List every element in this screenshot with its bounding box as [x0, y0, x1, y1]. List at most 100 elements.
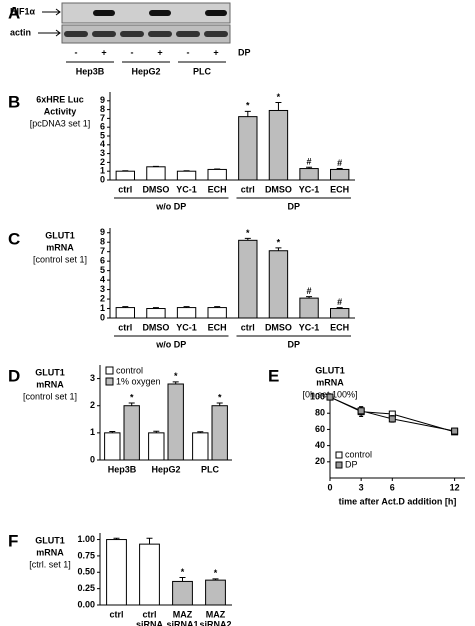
y-tick-label: 3 — [100, 148, 105, 158]
y-tick-label: 2 — [90, 400, 95, 410]
panel-letter: B — [8, 92, 20, 111]
treatment-label: DP — [238, 47, 251, 57]
bar — [330, 168, 350, 181]
bar — [238, 116, 258, 181]
lane-label: + — [101, 47, 106, 57]
bar — [205, 579, 226, 606]
bar — [176, 307, 197, 319]
legend-label: 1% oxygen — [116, 376, 161, 386]
y-tick-label: 7 — [100, 113, 105, 123]
y-tick-label: 7 — [100, 246, 105, 256]
bar — [146, 308, 166, 319]
error-bar — [146, 537, 153, 545]
band — [64, 31, 88, 37]
x-tick-label: DMSO — [142, 322, 169, 332]
legend-swatch — [335, 451, 343, 459]
error-bar — [275, 102, 282, 111]
y-tick-label: 5 — [100, 130, 105, 140]
x-tick-label: ECH — [208, 322, 227, 332]
x-tick-label: ctrl — [109, 609, 123, 619]
y-tick-label: 60 — [315, 424, 325, 434]
blot-strip — [61, 2, 231, 24]
panel-letter: C — [8, 229, 20, 248]
series-line — [329, 396, 455, 432]
y-tick-label: 0 — [90, 454, 95, 464]
significance-mark: # — [307, 157, 312, 167]
x-tick-label: DMSO — [265, 322, 292, 332]
x-tick-label: ctrl — [241, 322, 255, 332]
y-axis-label: Activity — [44, 106, 77, 116]
significance-mark: * — [246, 228, 250, 238]
error-bar — [128, 402, 135, 406]
error-bar — [197, 431, 204, 433]
x-tick-label: ctrl — [142, 609, 156, 619]
band-label: actin — [10, 27, 31, 37]
legend-swatch — [335, 461, 343, 469]
y-axis-label: [pcDNA3 set 1] — [30, 118, 91, 128]
error-bar — [109, 431, 116, 433]
band — [204, 31, 228, 37]
bar — [192, 432, 209, 461]
band — [120, 31, 144, 37]
y-axis-label: mRNA — [36, 379, 64, 389]
bar — [211, 405, 228, 461]
x-tick-label: siRNA1 — [166, 619, 198, 626]
bar — [176, 170, 197, 181]
x-tick-label: Hep3B — [108, 464, 137, 474]
y-tick-label: 1 — [100, 166, 105, 176]
y-axis-label: mRNA — [46, 242, 74, 252]
bar — [146, 166, 166, 181]
x-tick-label: MAZ — [173, 609, 193, 619]
y-tick-label: 6 — [100, 122, 105, 132]
significance-mark: * — [277, 237, 281, 247]
legend-label: control — [345, 449, 372, 459]
x-tick-label: ctrl — [118, 322, 132, 332]
marker — [388, 415, 396, 423]
y-tick-label: 2 — [100, 293, 105, 303]
y-tick-label: 0.00 — [77, 599, 95, 609]
bar — [148, 432, 165, 461]
group-label: DP — [287, 201, 300, 211]
error-bar — [306, 166, 313, 169]
error-bar — [244, 237, 251, 241]
x-tick-label: ECH — [330, 184, 349, 194]
y-tick-label: 40 — [315, 440, 325, 450]
lane-label: + — [213, 47, 218, 57]
bar — [268, 109, 289, 181]
y-tick-label: 3 — [90, 373, 95, 383]
panel-letter: E — [268, 366, 279, 385]
lane-label: + — [157, 47, 162, 57]
cell-line-label: PLC — [193, 66, 212, 76]
lane-label: - — [75, 47, 78, 57]
y-tick-label: 4 — [100, 274, 105, 284]
error-bar — [153, 430, 160, 433]
y-tick-label: 0 — [100, 174, 105, 184]
bar — [207, 307, 227, 319]
significance-mark: # — [337, 297, 342, 307]
significance-mark: * — [246, 101, 250, 111]
significance-mark: * — [181, 567, 185, 577]
bar — [123, 405, 140, 461]
error-bar — [216, 402, 223, 406]
group-label: w/o DP — [155, 339, 186, 349]
band — [149, 10, 171, 16]
bar — [167, 383, 184, 461]
bar — [172, 580, 193, 606]
y-tick-label: 1.00 — [77, 534, 95, 544]
x-tick-label: ECH — [208, 184, 227, 194]
x-tick-label: YC-1 — [299, 322, 320, 332]
x-tick-label: YC-1 — [176, 184, 197, 194]
x-tick-label: MAZ — [206, 609, 226, 619]
error-bar — [275, 247, 282, 251]
y-tick-label: 8 — [100, 237, 105, 247]
arrow — [42, 8, 61, 16]
y-tick-label: 80 — [315, 408, 325, 418]
error-bar — [179, 577, 186, 582]
error-bar — [122, 306, 129, 308]
bar — [115, 307, 135, 319]
error-bar — [214, 306, 221, 308]
y-axis-label: GLUT1 — [45, 230, 75, 240]
x-tick-label: 0 — [327, 482, 332, 492]
x-tick-label: 3 — [359, 482, 364, 492]
